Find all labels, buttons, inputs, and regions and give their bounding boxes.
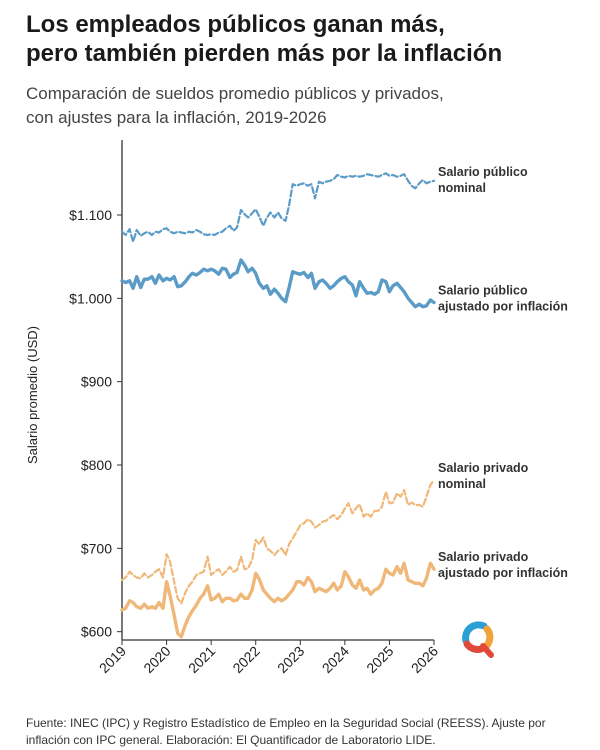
series-line-salario-publico-nominal [120,172,436,243]
series-label-line: nominal [438,477,486,491]
y-tick-label: $900 [81,374,112,390]
quantificador-logo [462,621,494,658]
series-label-line: ajustado por inflación [438,300,568,314]
series-label-line: Salario privado [438,461,529,475]
title-line-2: pero también pierden más por la inflació… [26,40,503,67]
y-axis-label: Salario promedio (USD) [25,326,40,464]
series-label-line: ajustado por inflación [438,566,568,580]
series-label-salario-publico-ajustado-por-inflacion: Salario público ajustado por inflación [438,284,568,314]
series-layer [120,172,436,639]
logo-arc-blue [462,621,488,645]
logo-tail [480,643,494,658]
y-tick-label: $800 [81,457,112,473]
series-label-salario-publico-nominal: Salario público nominal [438,165,528,195]
source-note: Fuente: INEC (IPC) y Registro Estadístic… [26,715,586,749]
x-tick-label: 2019 [96,643,129,676]
title-line-1: Los empleados públicos ganan más, [26,11,445,38]
series-line-salario-privado-ajustado-por-inflacion [120,561,436,639]
series-labels: Salario público nominal Salario público aju… [438,165,568,580]
source-line-2: inflación con IPC general. Elaboración: … [26,733,436,747]
subtitle-line-1: Comparación de sueldos promedio públicos… [26,84,444,103]
series-label-salario-privado-nominal: Salario privado nominal [438,461,529,491]
series-label-line: Salario privado [438,550,529,564]
series-label-salario-privado-ajustado-por-inflacion: Salario privado ajustado por inflación [438,550,568,580]
logo-arc-red [463,640,485,653]
x-tick-label: 2023 [274,643,307,676]
axes-layer: $600 $700 $800 $900 $1.000 $1.100 2019 2020 2021… [69,140,441,676]
x-tick-label: 2022 [229,643,262,676]
y-tick-label: $700 [81,540,112,556]
series-label-line: Salario público [438,165,528,179]
y-tick-label: $600 [81,624,112,640]
subtitle-line-2: con ajustes para la inflación, 2019-2026 [26,108,327,127]
series-line-salario-publico-ajustado-por-inflacion [120,258,436,309]
line-chart: $600 $700 $800 $900 $1.000 $1.100 2019 2020 2021… [25,140,568,676]
source-line-1: Fuente: INEC (IPC) y Registro Estadístic… [26,716,546,730]
chart-title: Los empleados públicos ganan más, pero t… [26,10,586,68]
chart-subtitle: Comparación de sueldos promedio públicos… [26,82,586,130]
y-tick-label: $1.100 [69,207,112,223]
y-tick-label: $1.000 [69,290,112,306]
x-tick-label: 2021 [185,643,218,676]
x-tick-label: 2024 [319,643,352,676]
series-label-line: Salario público [438,284,528,298]
x-tick-label: 2020 [140,643,173,676]
x-tick-label: 2025 [363,643,396,676]
x-tick-label: 2026 [408,643,441,676]
series-label-line: nominal [438,181,486,195]
series-line-salario-privado-nominal [120,478,436,605]
